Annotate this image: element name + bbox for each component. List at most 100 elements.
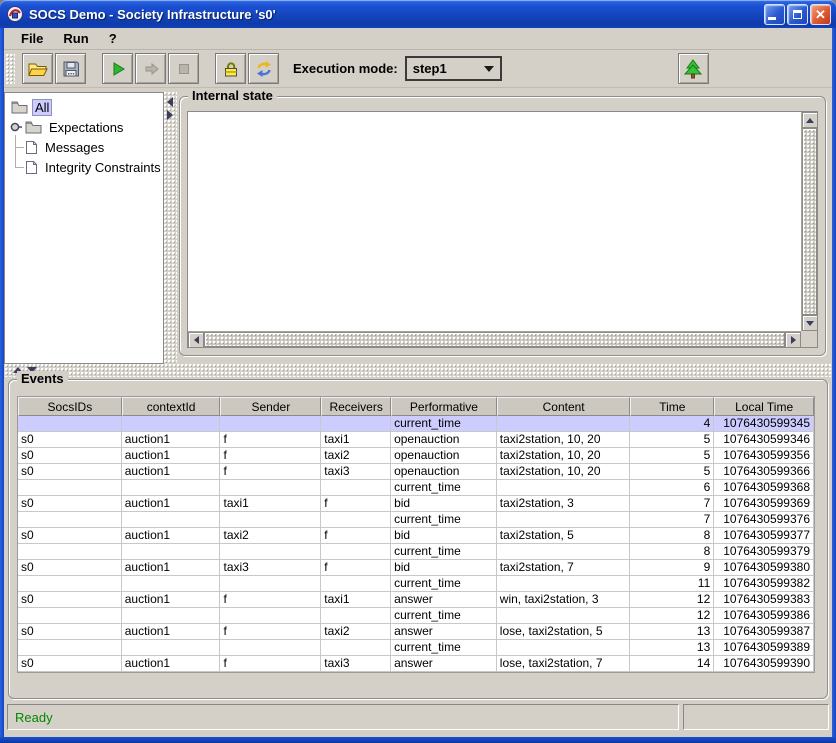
table-cell[interactable]: answer (391, 656, 497, 672)
table-cell[interactable]: 1076430599346 (714, 432, 814, 448)
table-cell[interactable]: current_time (391, 512, 497, 528)
table-row[interactable]: s0 auction1 taxi1 f bid taxi2station, 3 7 10764… (18, 496, 814, 512)
table-cell[interactable]: 6 (630, 480, 715, 496)
vertical-scroll-thumb[interactable] (802, 128, 817, 315)
table-row[interactable]: s0 auction1 f taxi3 answer lose, taxi2station… (18, 656, 814, 672)
table-row[interactable]: current_time 8 1076430599379 (18, 544, 814, 560)
column-header-time[interactable]: Time (630, 397, 715, 416)
table-cell[interactable]: bid (391, 496, 497, 512)
table-cell[interactable]: 1076430599376 (714, 512, 814, 528)
collapse-left-icon[interactable] (167, 97, 173, 107)
table-cell[interactable]: s0 (18, 448, 122, 464)
table-cell[interactable]: f (220, 448, 322, 464)
table-cell[interactable]: 1076430599356 (714, 448, 814, 464)
table-cell[interactable] (121, 544, 221, 560)
scroll-up-button[interactable] (802, 112, 818, 128)
tree-item-messages[interactable]: Messages (7, 135, 161, 157)
tree-expand-handle[interactable] (7, 120, 25, 134)
toolbar-drag-handle[interactable] (6, 53, 15, 84)
collapse-down-icon[interactable] (27, 367, 37, 373)
column-header-contextid[interactable]: contextId (121, 397, 221, 416)
table-cell[interactable] (18, 640, 122, 656)
table-cell[interactable]: f (321, 496, 392, 512)
table-cell[interactable]: answer (391, 592, 497, 608)
table-cell[interactable]: current_time (391, 576, 497, 592)
table-cell[interactable] (121, 640, 221, 656)
maximize-button[interactable] (787, 3, 808, 25)
scroll-down-button[interactable] (802, 315, 818, 331)
table-cell[interactable]: f (220, 464, 322, 480)
table-cell[interactable] (496, 416, 631, 432)
stop-button[interactable] (168, 53, 199, 84)
table-cell[interactable]: 1076430599369 (714, 496, 814, 512)
table-cell[interactable] (121, 512, 221, 528)
table-cell[interactable] (220, 640, 322, 656)
table-cell[interactable]: openauction (391, 464, 497, 480)
table-cell[interactable]: taxi2 (321, 448, 392, 464)
table-cell[interactable]: s0 (18, 464, 122, 480)
table-cell[interactable]: 9 (630, 560, 715, 576)
table-cell[interactable]: 8 (630, 528, 715, 544)
table-cell[interactable] (18, 576, 122, 592)
lock-button[interactable] (215, 53, 246, 84)
table-cell[interactable]: taxi2station, 10, 20 (496, 432, 631, 448)
table-cell[interactable]: 12 (630, 608, 715, 624)
table-cell[interactable]: 1076430599390 (714, 656, 814, 672)
table-row[interactable]: s0 auction1 f taxi1 answer win, taxi2station,… (18, 592, 814, 608)
column-header-content[interactable]: Content (496, 397, 631, 416)
save-button[interactable] (55, 53, 86, 84)
table-cell[interactable] (121, 480, 221, 496)
table-cell[interactable]: auction1 (121, 448, 221, 464)
table-cell[interactable]: lose, taxi2station, 5 (496, 624, 631, 640)
table-cell[interactable] (220, 512, 322, 528)
column-header-receivers[interactable]: Receivers (321, 397, 392, 416)
open-button[interactable] (22, 53, 53, 84)
table-cell[interactable]: 1076430599377 (714, 528, 814, 544)
table-cell[interactable]: auction1 (121, 656, 221, 672)
table-cell[interactable]: taxi2station, 5 (496, 528, 631, 544)
table-cell[interactable]: 5 (630, 464, 715, 480)
table-cell[interactable] (496, 576, 631, 592)
table-cell[interactable]: bid (391, 560, 497, 576)
table-cell[interactable]: f (321, 528, 392, 544)
table-cell[interactable]: taxi1 (321, 432, 392, 448)
table-cell[interactable] (321, 416, 392, 432)
table-cell[interactable]: s0 (18, 496, 122, 512)
table-row[interactable]: s0 auction1 f taxi1 openauction taxi2station,… (18, 432, 814, 448)
internal-state-textarea[interactable] (188, 112, 801, 331)
table-cell[interactable] (121, 576, 221, 592)
table-cell[interactable]: taxi2 (220, 528, 322, 544)
table-cell[interactable]: f (321, 560, 392, 576)
menu-help[interactable]: ? (108, 31, 117, 46)
table-cell[interactable]: 1076430599382 (714, 576, 814, 592)
table-cell[interactable] (321, 512, 392, 528)
table-cell[interactable] (496, 480, 631, 496)
column-header-local-time[interactable]: Local Time (714, 397, 814, 416)
close-button[interactable]: ✕ (810, 3, 831, 25)
table-cell[interactable]: 13 (630, 640, 715, 656)
table-cell[interactable]: auction1 (121, 560, 221, 576)
table-row[interactable]: s0 auction1 f taxi3 openauction taxi2station,… (18, 464, 814, 480)
table-cell[interactable]: current_time (391, 480, 497, 496)
table-cell[interactable]: f (220, 592, 322, 608)
table-cell[interactable]: 7 (630, 496, 715, 512)
table-cell[interactable] (496, 640, 631, 656)
run-button[interactable] (102, 53, 133, 84)
vertical-scrollbar[interactable] (801, 112, 818, 331)
table-cell[interactable]: auction1 (121, 592, 221, 608)
table-cell[interactable] (18, 544, 122, 560)
table-cell[interactable]: 1076430599345 (714, 416, 814, 432)
table-cell[interactable]: bid (391, 528, 497, 544)
table-cell[interactable]: taxi2station, 10, 20 (496, 448, 631, 464)
table-cell[interactable]: taxi2station, 3 (496, 496, 631, 512)
scroll-left-button[interactable] (188, 332, 204, 348)
column-header-performative[interactable]: Performative (391, 397, 497, 416)
table-cell[interactable]: 1076430599380 (714, 560, 814, 576)
table-cell[interactable]: taxi2 (321, 624, 392, 640)
table-cell[interactable]: taxi3 (220, 560, 322, 576)
table-cell[interactable]: 14 (630, 656, 715, 672)
minimize-button[interactable] (764, 3, 785, 25)
table-cell[interactable] (321, 640, 392, 656)
table-cell[interactable] (321, 576, 392, 592)
table-cell[interactable]: current_time (391, 640, 497, 656)
